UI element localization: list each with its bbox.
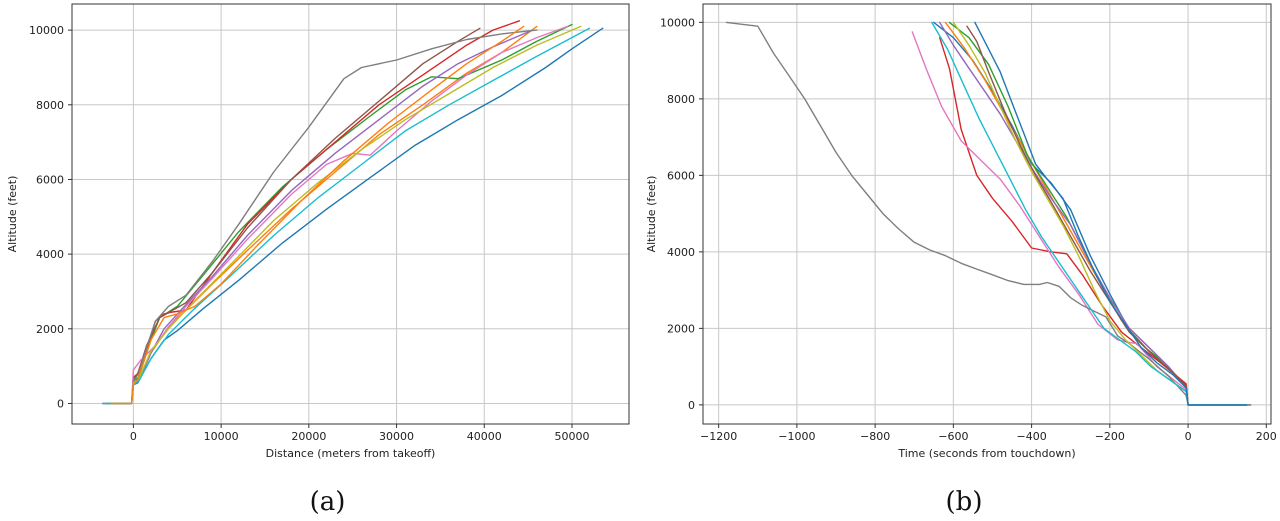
x-tick-label: 0 — [1185, 430, 1192, 443]
panel-caption: (a) — [310, 487, 346, 517]
series-line-7 — [911, 31, 1248, 406]
y-tick-label: 4000 — [667, 246, 695, 259]
plot-frame — [702, 3, 1272, 425]
series-line-6 — [966, 25, 1248, 406]
y-axis-label: Altitude (feet) — [6, 176, 19, 253]
series-group — [725, 21, 1252, 406]
x-tick-label: 0 — [130, 430, 137, 443]
plot-frame — [71, 3, 630, 425]
chart-panel-b: −1200 −1000 −800 −600 −400 −200 0 2000200040006… — [645, 3, 1277, 517]
x-axis-label: Time (seconds from touchdown) — [897, 447, 1075, 460]
x-tick-label: −1200 — [700, 430, 737, 443]
series-line-10 — [931, 21, 1248, 406]
series-line-11 — [110, 25, 525, 405]
y-tick-label: 6000 — [667, 169, 695, 182]
y-tick-label: 2000 — [36, 323, 64, 336]
series-line-6 — [106, 27, 481, 405]
y-tick-label: 6000 — [36, 173, 64, 186]
series-line-1 — [933, 21, 1252, 406]
x-axis-label: Distance (meters from takeoff) — [266, 447, 436, 460]
series-line-5 — [106, 29, 534, 405]
series-line-3 — [106, 23, 573, 405]
y-tick-label: 0 — [57, 397, 64, 410]
series-line-9 — [106, 25, 582, 405]
series-line-8 — [106, 29, 538, 405]
y-tick-label: 0 — [688, 399, 695, 412]
series-line-11 — [974, 21, 1248, 406]
x-tick-label: 10000 — [204, 430, 239, 443]
series-line-8 — [725, 21, 1252, 406]
chart-panel-a: 0 10000 20000 30000 40000 50000 0 2000 4000 6000 8… — [6, 3, 630, 517]
x-tick-label: −800 — [860, 430, 890, 443]
series-line-2 — [944, 21, 1248, 406]
series-line-1 — [102, 27, 604, 405]
series-line-3 — [948, 21, 1248, 406]
y-tick-label: 4000 — [36, 248, 64, 261]
y-axis-label: Altitude (feet) — [645, 176, 658, 253]
x-tick-label: −400 — [1016, 430, 1046, 443]
x-tick-label: 30000 — [379, 430, 414, 443]
series-line-2 — [106, 25, 538, 405]
y-tick-label: 2000 — [667, 322, 695, 335]
panel-caption: (b) — [946, 487, 983, 517]
x-tick-label: −1000 — [778, 430, 815, 443]
series-line-7 — [102, 25, 569, 405]
x-tick-label: 50000 — [554, 430, 589, 443]
series-group — [102, 20, 604, 405]
y-tick-label: 8000 — [667, 93, 695, 106]
y-tick-label: 10000 — [660, 16, 695, 29]
x-tick-label: −200 — [1095, 430, 1125, 443]
x-tick-label: 40000 — [467, 430, 502, 443]
y-tick-label: 10000 — [29, 24, 64, 37]
series-line-9 — [952, 21, 1248, 406]
y-tick-label: 8000 — [36, 99, 64, 112]
x-tick-label: 20000 — [291, 430, 326, 443]
x-tick-label: 200 — [1256, 430, 1277, 443]
x-tick-label: −600 — [938, 430, 968, 443]
series-line-10 — [102, 27, 591, 405]
